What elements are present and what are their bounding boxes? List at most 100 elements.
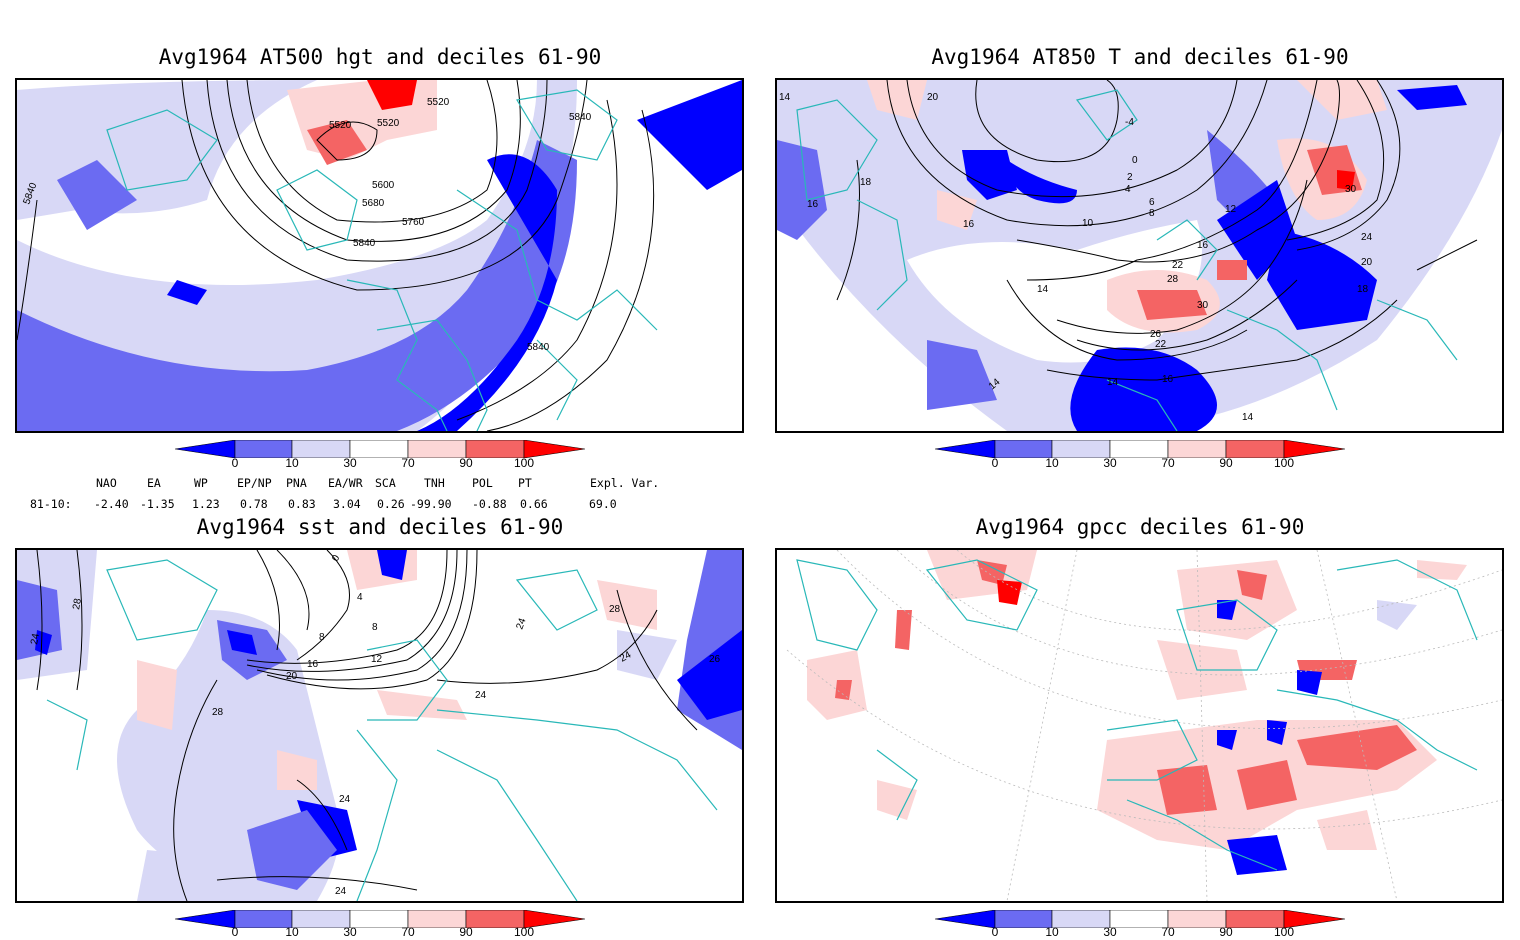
anomaly-area — [617, 630, 677, 680]
contour-label: 14 — [1242, 412, 1254, 423]
anomaly-area — [137, 850, 267, 901]
colorbar-tick: 90 — [459, 456, 473, 470]
index-header: Expl. Var. — [590, 476, 660, 490]
anomaly-area — [167, 280, 207, 305]
index-value: 3.04 — [333, 497, 361, 511]
anomaly-area — [597, 580, 657, 630]
anomaly-area — [1337, 170, 1355, 190]
contours — [836, 80, 1478, 381]
index-value: 0.78 — [240, 497, 268, 511]
contour-label: 24 — [514, 616, 528, 631]
colorbar-tick: 70 — [1161, 925, 1175, 939]
contour-label: 8 — [319, 632, 325, 643]
colorbar-tick: 10 — [285, 456, 299, 470]
index-value: -99.90 — [410, 497, 452, 511]
anomaly-area — [1070, 347, 1217, 431]
colorbar-tick: 90 — [459, 925, 473, 939]
contour-label: 4 — [1125, 184, 1131, 195]
index-value: 0.26 — [377, 497, 405, 511]
colorbar-svg — [174, 909, 586, 929]
map-gpcc-svg — [786, 550, 1502, 901]
index-value: 69.0 — [589, 497, 617, 511]
contour-label: 26 — [1150, 329, 1162, 340]
colorbar-tick: 100 — [513, 925, 535, 939]
contours — [36, 550, 698, 901]
index-header: TNH — [424, 476, 445, 490]
map-t850-svg: 14 16 16 18 20 22 26 28 30 30 10 0 -4 2 … — [777, 80, 1502, 431]
contour-label: 22 — [1172, 260, 1184, 271]
contour-label: 20 — [927, 92, 939, 103]
index-header: PT — [518, 476, 532, 490]
colorbar-tick: 30 — [1103, 925, 1117, 939]
anomaly-area — [17, 140, 577, 431]
anomaly-area — [937, 190, 977, 230]
contour-label: 5600 — [372, 180, 395, 191]
contour-label: 5520 — [377, 118, 400, 129]
anomaly-area — [1297, 80, 1387, 120]
panel-title-t850: Avg1964 AT850 T and deciles 61-90 — [931, 45, 1349, 69]
colorbar-tick: 0 — [231, 456, 239, 470]
anomaly-area — [677, 630, 742, 720]
anomaly-area — [277, 750, 317, 790]
colorbar-top-right: 0 10 30 70 90 100 — [934, 439, 1346, 480]
contour-label: 20 — [286, 671, 298, 682]
colorbar-tick: 100 — [513, 456, 535, 470]
coastlines — [106, 89, 658, 431]
coastlines — [796, 559, 1478, 871]
contour-label: 0 — [1132, 155, 1138, 166]
contour-label: 8 — [1149, 208, 1155, 219]
colorbar-tick: 100 — [1273, 456, 1295, 470]
anomaly-area — [227, 630, 257, 655]
contour-label: 5520 — [427, 97, 450, 108]
contour-label: 30 — [1345, 184, 1357, 195]
index-value: 0.66 — [520, 497, 548, 511]
index-header: NAO — [96, 476, 117, 490]
anomaly-area — [1007, 160, 1077, 204]
colorbar-tick: 70 — [401, 925, 415, 939]
colorbar-bottom-right: 0 10 30 70 90 100 — [934, 909, 1346, 940]
contour-label: -4 — [1125, 117, 1134, 128]
index-header: SCA — [375, 476, 396, 490]
index-header: EA/WR — [328, 476, 363, 490]
index-value: 0.83 — [288, 497, 316, 511]
anomaly-area — [1267, 230, 1377, 330]
colorbar-tick: 100 — [1273, 925, 1295, 939]
contour-label: 16 — [1197, 240, 1209, 251]
contour-label: 20 — [1361, 257, 1373, 268]
anomaly-area — [377, 690, 467, 720]
contour-label: 0 — [330, 553, 343, 564]
anomaly-area — [962, 150, 1017, 200]
colorbar-tick: 30 — [343, 456, 357, 470]
colorbar-tick: 30 — [343, 925, 357, 939]
colorbar-svg — [174, 439, 586, 459]
anomaly-area — [367, 80, 417, 110]
contour-label: 16 — [307, 659, 319, 670]
contour-label: 18 — [860, 177, 872, 188]
contour-label: 28 — [71, 597, 84, 610]
colorbar-top-left: 0 10 30 70 90 100 — [174, 439, 586, 480]
contour-label: 5760 — [402, 217, 425, 228]
contour-label: 22 — [1155, 339, 1167, 350]
anomaly-area — [417, 154, 557, 431]
anomaly-area — [167, 720, 217, 790]
index-header: EP/NP — [237, 476, 272, 490]
panel-title-gpcc: Avg1964 gpcc deciles 61-90 — [975, 515, 1305, 539]
graticule — [786, 550, 1502, 901]
contour-label: 16 — [963, 219, 975, 230]
contour-label: 26 — [709, 654, 721, 665]
anomaly-patches — [807, 550, 1467, 875]
map-z500-svg: 5520 5520 5520 5600 5680 5760 5840 5840 … — [17, 80, 742, 431]
contour-label: 28 — [1167, 274, 1179, 285]
index-header: WP — [194, 476, 208, 490]
index-value: -0.88 — [472, 497, 507, 511]
contour-label: 4 — [357, 592, 363, 603]
anomaly-area — [1217, 260, 1247, 280]
map-panel-t850: 14 16 16 18 20 22 26 28 30 30 10 0 -4 2 … — [775, 78, 1504, 433]
contour-label: 12 — [371, 654, 383, 665]
contour-label: 6 — [1149, 197, 1155, 208]
contour-label: 24 — [29, 632, 42, 645]
anomaly-area — [637, 80, 742, 190]
contour-label: 14 — [1107, 377, 1119, 388]
contour-label: 12 — [1225, 204, 1237, 215]
map-panel-z500: 5520 5520 5520 5600 5680 5760 5840 5840 … — [15, 78, 744, 433]
